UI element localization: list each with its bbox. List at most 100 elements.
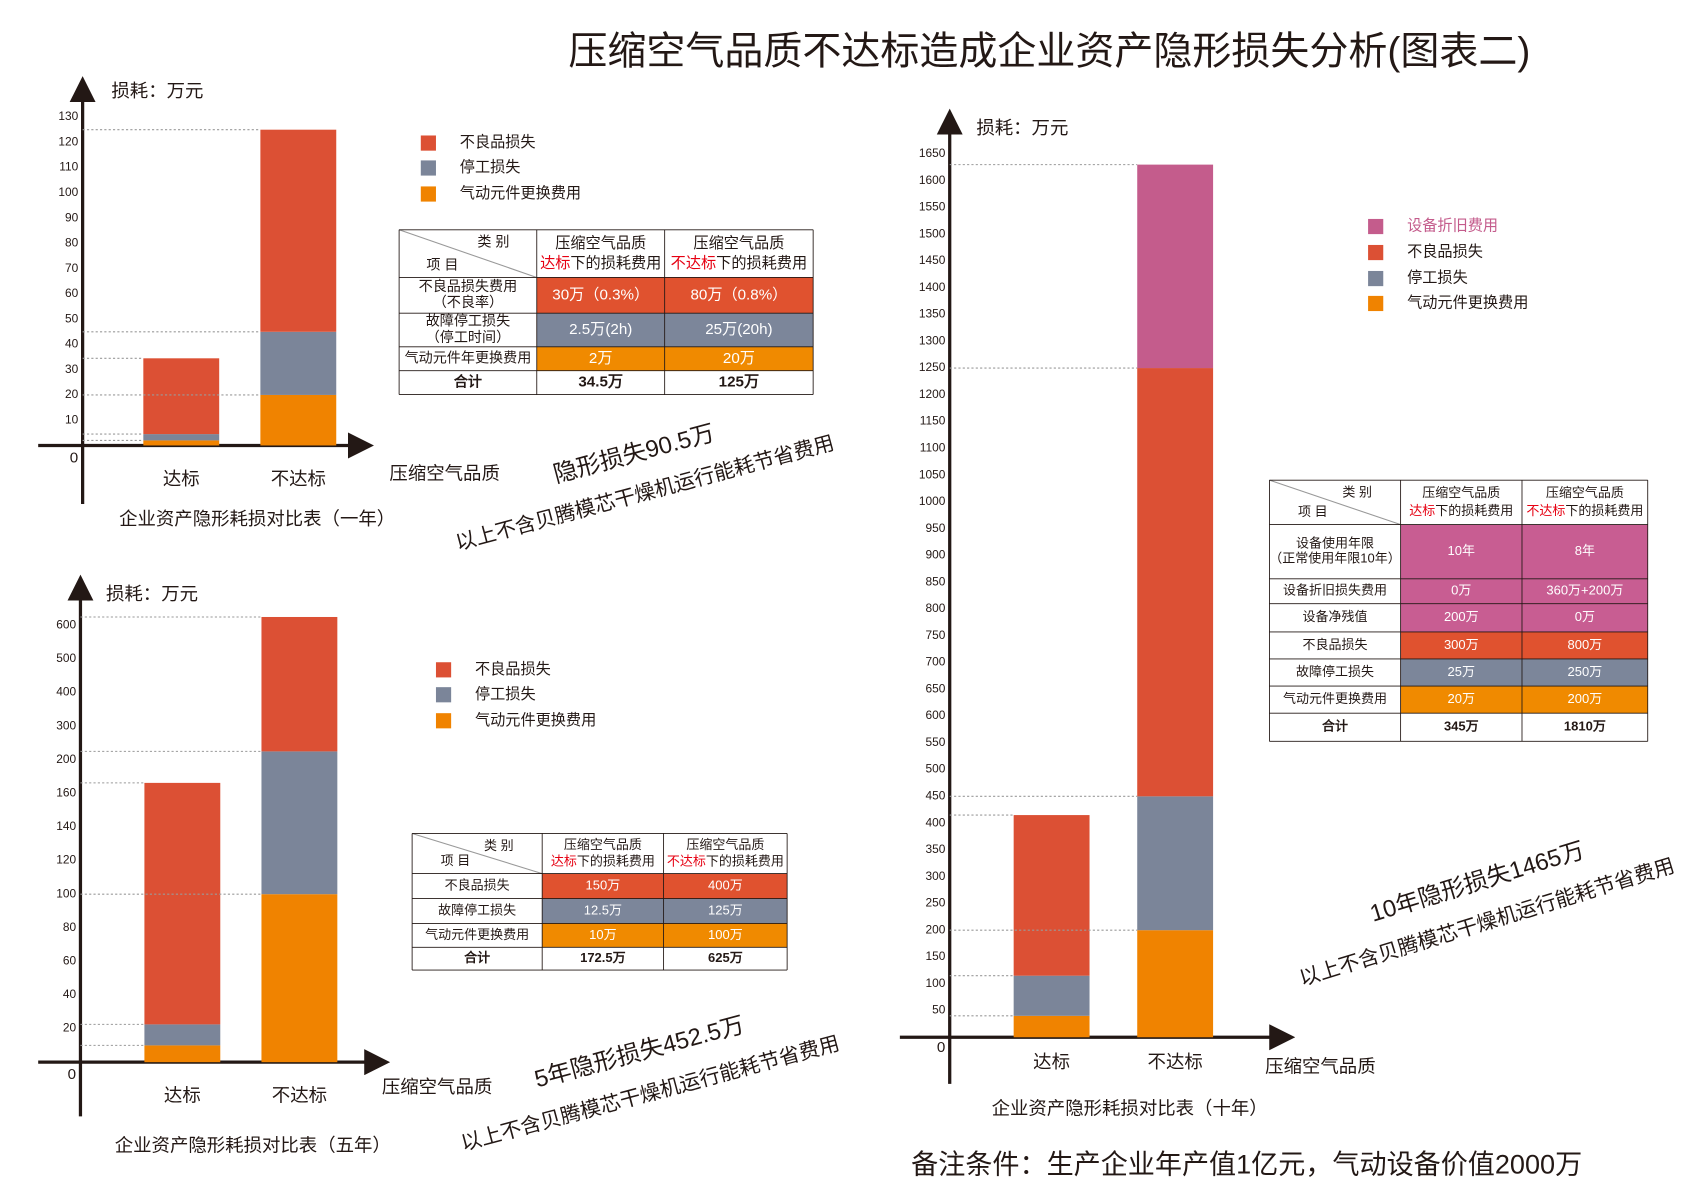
row-fill <box>536 277 814 314</box>
row-label: 气动元件更换费用 <box>1283 691 1387 706</box>
y-tick-label: 100 <box>926 976 946 990</box>
row-label: （不良率） <box>433 294 503 310</box>
bar-segment <box>1137 796 1214 931</box>
chart-caption: 企业资产隐形耗损对比表（五年） <box>115 1135 391 1156</box>
y-tick-label: 150 <box>926 949 946 963</box>
chart-caption: 企业资产隐形耗损对比表（十年） <box>992 1098 1268 1119</box>
y-tick-label: 0 <box>68 1066 76 1083</box>
y-tick-label: 1450 <box>919 253 946 267</box>
column-header: 压缩空气品质 <box>555 235 646 252</box>
cell-value: 150万 <box>586 877 621 892</box>
bar-segment <box>261 894 338 1063</box>
bar-segment <box>1013 815 1090 976</box>
bar-segment <box>144 782 221 1025</box>
y-tick-label: 120 <box>58 134 78 148</box>
column-header: 不达标下的损耗费用 <box>671 255 807 272</box>
legend-label: 不良品损失 <box>475 661 551 678</box>
cell-value: 345万 <box>1444 719 1479 734</box>
row-label: 不良品损失 <box>445 877 510 892</box>
y-tick-label: 400 <box>926 815 946 829</box>
y-tick-label: 120 <box>56 853 76 867</box>
legend-label: 停工损失 <box>475 686 536 703</box>
y-tick-label: 600 <box>926 708 946 722</box>
cell-value: 10万 <box>589 927 616 942</box>
y-tick-label: 50 <box>65 311 79 325</box>
row-fill <box>1400 631 1648 659</box>
legend-swatch <box>420 160 436 176</box>
y-tick-label: 50 <box>932 1003 946 1017</box>
y-tick-label: 650 <box>926 681 946 695</box>
y-tick-label: 30 <box>65 362 79 376</box>
y-tick-label: 700 <box>926 655 946 669</box>
row-label: 设备净残值 <box>1303 609 1368 624</box>
y-tick-label: 350 <box>926 842 946 856</box>
cell-value: 360万+200万 <box>1546 583 1623 598</box>
y-tick-label: 200 <box>56 752 76 766</box>
row-fill <box>1400 578 1648 604</box>
bar-segment <box>260 129 337 332</box>
cell-value: 80万（0.8%） <box>690 286 787 303</box>
cell-value: 25万(20h) <box>705 321 772 338</box>
bar-segment <box>144 1024 221 1046</box>
y-tick-label: 1350 <box>919 307 946 321</box>
y-tick-label: 60 <box>65 286 79 300</box>
cell-value: 0万 <box>1575 609 1595 624</box>
y-tick-label: 1100 <box>920 441 946 455</box>
x-axis-label: 压缩空气品质 <box>382 1076 492 1097</box>
y-tick-label: 950 <box>926 521 946 535</box>
bar-segment <box>1013 975 1090 1016</box>
y-axis-label: 损耗：万元 <box>111 80 203 101</box>
column-header: 压缩空气品质 <box>1546 485 1624 500</box>
column-highlight: 达标 <box>551 854 577 869</box>
y-tick-label: 550 <box>926 735 946 749</box>
cell-value: 400万 <box>708 877 743 892</box>
x-tick-label: 不达标 <box>271 468 326 489</box>
legend-label: 气动元件更换费用 <box>1407 294 1528 311</box>
corner-bottom: 项 目 <box>426 256 458 272</box>
bar-segment <box>143 440 220 446</box>
legend-swatch <box>1368 270 1384 287</box>
legend-label: 停工损失 <box>460 159 521 176</box>
legend-swatch <box>435 713 452 729</box>
row-label: （停工时间） <box>426 329 510 345</box>
bar-segment <box>1137 368 1214 797</box>
column-highlight: 不达标 <box>671 255 716 272</box>
y-tick-label: 0 <box>70 449 78 466</box>
y-tick-label: 750 <box>926 628 946 642</box>
y-tick-label: 850 <box>926 574 946 588</box>
cell-value: 0万 <box>1451 583 1471 598</box>
cell-value: 8年 <box>1575 543 1595 558</box>
row-label: 合计 <box>464 950 490 965</box>
y-axis-label: 损耗：万元 <box>106 583 198 604</box>
y-tick-label: 130 <box>58 109 78 123</box>
legend-label: 不良品损失 <box>460 134 536 151</box>
y-tick-label: 20 <box>65 387 79 401</box>
cell-value: 25万 <box>1448 664 1475 679</box>
y-tick-label: 500 <box>926 762 946 776</box>
column-suffix: 下的损耗费用 <box>570 255 661 272</box>
column-highlight: 不达标 <box>667 854 706 869</box>
y-tick-label: 20 <box>63 1021 77 1035</box>
row-label: 故障停工损失 <box>426 313 510 329</box>
row-fill <box>536 313 814 347</box>
x-axis-label: 压缩空气品质 <box>389 463 499 484</box>
row-fill <box>1400 658 1648 687</box>
table: 类 别项 目压缩空气品质达标下的损耗费用压缩空气品质不达标下的损耗费用不良品损失… <box>411 832 788 971</box>
y-tick-label: 300 <box>926 869 946 883</box>
cell-value: 200万 <box>1568 691 1603 706</box>
x-tick-label: 达标 <box>163 468 200 489</box>
column-suffix: 下的损耗费用 <box>1435 504 1513 519</box>
y-tick-label: 1150 <box>920 414 946 428</box>
row-label: 合计 <box>1322 719 1348 734</box>
cell-value: 2万 <box>589 350 613 367</box>
y-tick-label: 1050 <box>919 467 946 481</box>
cell-value: 20万 <box>1448 691 1475 706</box>
bar-segment <box>261 616 338 752</box>
main-title: 压缩空气品质不达标造成企业资产隐形损失分析(图表二) <box>568 31 1530 74</box>
y-tick-label: 0 <box>937 1039 945 1056</box>
bar-segment <box>143 434 220 441</box>
y-tick-label: 250 <box>926 896 946 910</box>
y-tick-label: 400 <box>56 685 76 699</box>
legend-label: 停工损失 <box>1407 270 1468 287</box>
